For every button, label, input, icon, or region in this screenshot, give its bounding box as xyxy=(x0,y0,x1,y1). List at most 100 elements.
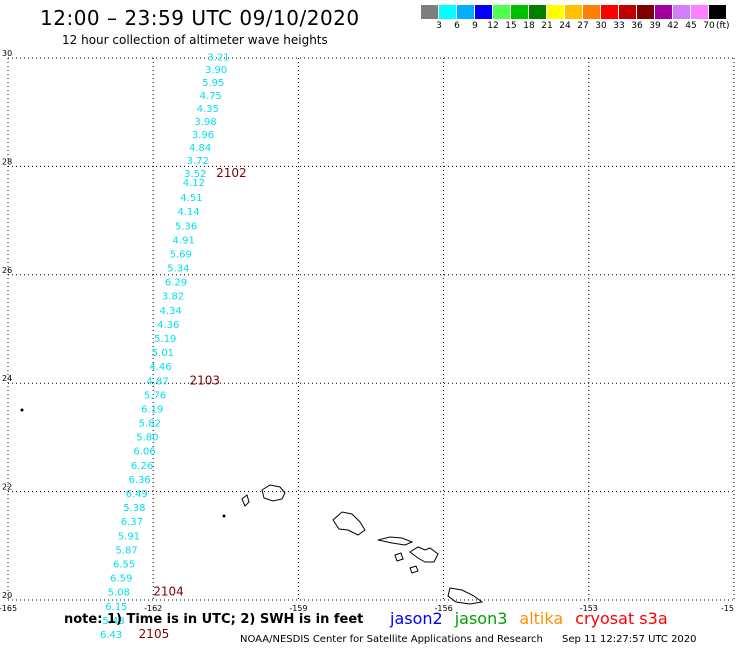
color-legend: 3 6 9 12 15 18 21 24 27 30 33 36 39 42 45 70 (ft) xyxy=(421,5,740,33)
legend-swatch xyxy=(709,5,727,19)
legend-swatch xyxy=(691,5,709,19)
legend-swatch xyxy=(655,5,673,19)
lat-tick-label: 20 xyxy=(2,591,12,600)
swh-value: 5.91 xyxy=(118,531,140,542)
swh-value: 5.38 xyxy=(123,503,145,514)
swh-value: 5.19 xyxy=(154,334,176,345)
legend-labels: 3 6 9 12 15 18 21 24 27 30 33 36 39 42 45 70 (ft) xyxy=(421,19,740,33)
island-maui xyxy=(409,546,439,563)
swh-value: 6.43 xyxy=(100,630,122,641)
swh-value: 4.51 xyxy=(180,193,202,204)
swh-value: 3.90 xyxy=(205,65,227,76)
generated-timestamp: Sep 11 12:27:57 UTC 2020 xyxy=(562,634,697,645)
lon-tick-label: -165 xyxy=(0,604,17,613)
satellite-name: jason3 xyxy=(454,609,508,628)
island-lanai xyxy=(394,552,404,562)
islet-dot xyxy=(222,514,226,518)
lon-tick-label: -162 xyxy=(144,604,162,613)
swh-value: 5.36 xyxy=(175,221,197,232)
legend-swatch xyxy=(511,5,529,19)
legend-label: 15 xyxy=(505,21,517,31)
lon-tick-label: -15 xyxy=(721,604,734,613)
legend-swatch xyxy=(637,5,655,19)
legend-swatch xyxy=(475,5,493,19)
islet-dot xyxy=(20,408,24,412)
swh-value: 4.14 xyxy=(177,207,199,218)
satellite-name: jason2 xyxy=(390,609,443,628)
lon-tick-label: -159 xyxy=(289,604,307,613)
lon-tick-label: -153 xyxy=(580,604,598,613)
swh-values: 3.213.90 5.95 4.75 4.35 3.98 3.96 4.84 3.72 3.52… xyxy=(100,53,230,641)
legend-label: 21 xyxy=(541,21,553,31)
legend-swatch xyxy=(421,5,439,19)
legend-label: 45 xyxy=(685,21,697,31)
island-hawaii xyxy=(447,587,484,605)
legend-unit: (ft) xyxy=(716,21,730,31)
swh-value: 5.34 xyxy=(167,264,189,275)
island-kahoolawe xyxy=(409,565,419,574)
swh-value: 3.96 xyxy=(192,130,214,141)
swh-value: 6.06 xyxy=(133,447,155,458)
island-molokai xyxy=(377,536,414,546)
satellite-legend: jason2 jason3 altika cryosat s3a xyxy=(390,609,680,628)
swh-value: 4.12 xyxy=(183,178,205,189)
swh-value: 5.69 xyxy=(170,249,192,260)
swh-value: 5.95 xyxy=(202,78,224,89)
footer-note: note: 1) Time is in UTC; 2) SWH is in fe… xyxy=(64,612,364,627)
swh-value: 5.80 xyxy=(136,433,158,444)
axis-labels: 30 28 26 24 22 20 -165 -162 -159 -156 -153 -15 xyxy=(0,49,734,613)
swh-value: 6.29 xyxy=(165,278,187,289)
swh-value: 4.84 xyxy=(189,143,211,154)
legend-label: 42 xyxy=(667,21,679,31)
time-label: 2104 xyxy=(153,585,184,599)
swh-value: 5.08 xyxy=(108,588,130,599)
swh-value: 3.72 xyxy=(187,156,209,167)
legend-label: 33 xyxy=(613,21,625,31)
legend-swatch xyxy=(673,5,691,19)
legend-swatch xyxy=(439,5,457,19)
legend-swatch xyxy=(601,5,619,19)
swh-value: 4.36 xyxy=(157,320,179,331)
legend-label: 27 xyxy=(577,21,589,31)
legend-label: 3 xyxy=(436,21,442,31)
legend-label: 9 xyxy=(472,21,478,31)
swh-value: 6.55 xyxy=(113,559,135,570)
satellite-name: cryosat s3a xyxy=(575,609,668,628)
swh-value: 4.46 xyxy=(149,362,171,373)
legend-label: 18 xyxy=(523,21,535,31)
time-label: 2102 xyxy=(216,166,247,180)
legend-label: 36 xyxy=(631,21,643,31)
swh-value: 6.36 xyxy=(129,475,151,486)
legend-swatch xyxy=(619,5,637,19)
legend-label: 39 xyxy=(649,21,661,31)
map-grid xyxy=(7,57,735,601)
swh-value: 3.98 xyxy=(194,117,216,128)
lat-tick-label: 28 xyxy=(2,157,12,166)
swh-value: 4.75 xyxy=(200,91,222,102)
legend-swatch xyxy=(529,5,547,19)
swh-value: 5.76 xyxy=(144,390,166,401)
page-subtitle: 12 hour collection of altimeter wave hei… xyxy=(62,33,328,47)
lon-tick-label: -156 xyxy=(435,604,453,613)
legend-swatch xyxy=(547,5,565,19)
island-niihau xyxy=(241,494,250,507)
swh-value: 4.87 xyxy=(146,376,168,387)
swh-value: 4.91 xyxy=(173,235,195,246)
lat-tick-label: 22 xyxy=(2,483,12,492)
time-labels: 2102 2103 2104 2105 xyxy=(139,166,247,641)
swh-value: 5.48 xyxy=(102,616,124,627)
swh-value: 6.19 xyxy=(141,404,163,415)
swh-value: 6.49 xyxy=(126,489,148,500)
legend-swatch xyxy=(493,5,511,19)
legend-swatch xyxy=(583,5,601,19)
swh-value: 3.21 xyxy=(207,53,229,64)
time-label: 2103 xyxy=(190,373,221,387)
credit-text: NOAA/NESDIS Center for Satellite Applica… xyxy=(240,634,543,645)
swh-value: 5.82 xyxy=(139,419,161,430)
page-title: 12:00 – 23:59 UTC 09/10/2020 xyxy=(40,6,360,30)
legend-label: 70 xyxy=(703,21,715,31)
swh-value: 3.82 xyxy=(162,292,184,303)
lat-tick-label: 24 xyxy=(2,374,12,383)
